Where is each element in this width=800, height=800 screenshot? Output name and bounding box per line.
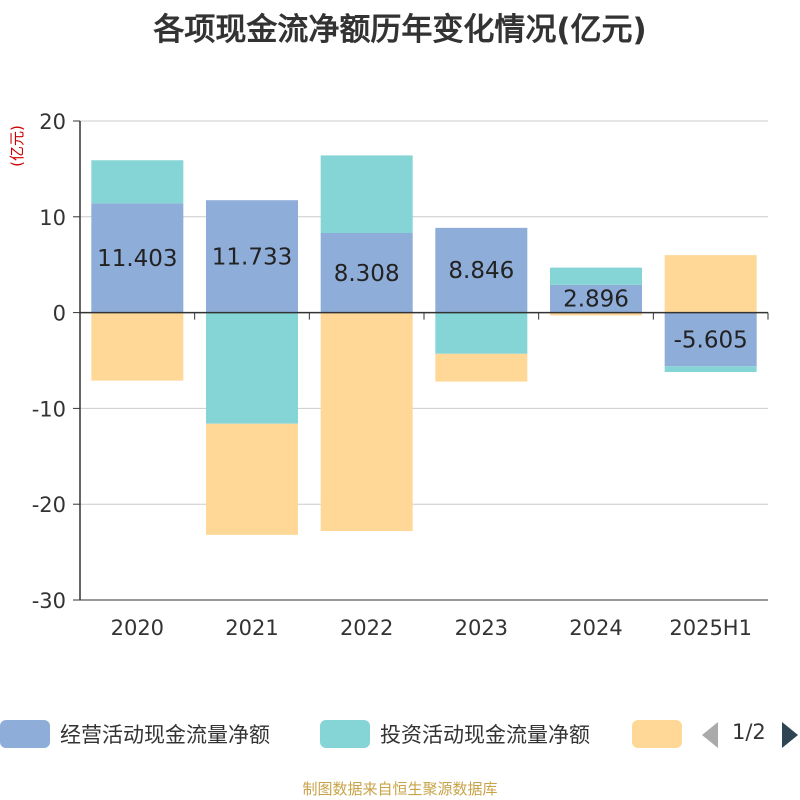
bar-operating-2023 — [435, 227, 528, 313]
y-tick-label: -20 — [32, 493, 66, 517]
legend-item-investing[interactable]: 投资活动现金流量净额 — [320, 714, 590, 754]
y-tick-label: 0 — [53, 302, 66, 326]
legend-swatch-investing — [320, 720, 370, 748]
chart-title: 各项现金流净额历年变化情况(亿元) — [153, 12, 647, 48]
data-label: 11.733 — [212, 244, 292, 270]
pager-next-icon[interactable] — [782, 722, 798, 748]
bar-financing-2022 — [320, 312, 413, 532]
y-tick-label: -10 — [32, 397, 66, 421]
pager-prev-icon[interactable] — [702, 722, 718, 748]
bar-operating-2022 — [320, 233, 413, 313]
y-tick-label: 20 — [39, 110, 66, 134]
bar-investing-2020 — [91, 160, 184, 204]
legend-swatch-operating — [0, 720, 50, 748]
legend: 经营活动现金流量净额 投资活动现金流量净额 1/2 — [0, 714, 800, 754]
bar-financing-2023 — [435, 353, 528, 382]
bar-investing-2024 — [550, 267, 642, 285]
data-label: 2.896 — [563, 287, 629, 313]
legend-item-financing[interactable] — [632, 714, 682, 754]
x-tick-label: 2025H1 — [669, 616, 752, 640]
x-tick-label: 2023 — [455, 616, 508, 640]
bar-investing-2025H1 — [664, 366, 757, 373]
x-tick-label: 2020 — [111, 616, 164, 640]
chart-plot: 20 10 0 -10 -20 -30 (亿元) 11.403 11.733 8.308 8.846… — [8, 110, 769, 640]
bar-operating-2025H1 — [664, 312, 757, 367]
bar-investing-2021 — [206, 312, 298, 424]
source-note: 制图数据来自恒生聚源数据库 — [302, 780, 498, 798]
data-label: 11.403 — [97, 246, 177, 272]
x-tick-label: 2024 — [569, 616, 622, 640]
legend-item-operating[interactable]: 经营活动现金流量净额 — [0, 714, 270, 754]
pager-text: 1/2 — [732, 720, 766, 744]
bar-investing-2023 — [435, 312, 528, 354]
y-tick-label: 10 — [39, 206, 66, 230]
x-tick-label: 2022 — [340, 616, 393, 640]
legend-label-investing: 投资活动现金流量净额 — [380, 723, 590, 747]
data-label: 8.846 — [448, 258, 514, 284]
y-tick-label: -30 — [32, 589, 66, 613]
bar-financing-2024 — [550, 312, 642, 316]
bar-investing-2022 — [320, 155, 413, 234]
bar-operating-2024 — [550, 284, 642, 313]
bar-financing-2025H1 — [664, 255, 757, 313]
legend-swatch-financing — [632, 720, 682, 748]
bar-operating-2020 — [91, 203, 184, 313]
bar-financing-2021 — [206, 423, 298, 535]
x-tick-label: 2021 — [225, 616, 278, 640]
bar-financing-2020 — [91, 312, 184, 381]
legend-label-operating: 经营活动现金流量净额 — [60, 723, 270, 747]
legend-pager: 1/2 — [700, 714, 800, 754]
data-label: -5.605 — [674, 327, 748, 353]
y-axis-unit: (亿元) — [8, 125, 26, 167]
bar-operating-2021 — [206, 200, 298, 313]
data-label: 8.308 — [334, 261, 400, 287]
